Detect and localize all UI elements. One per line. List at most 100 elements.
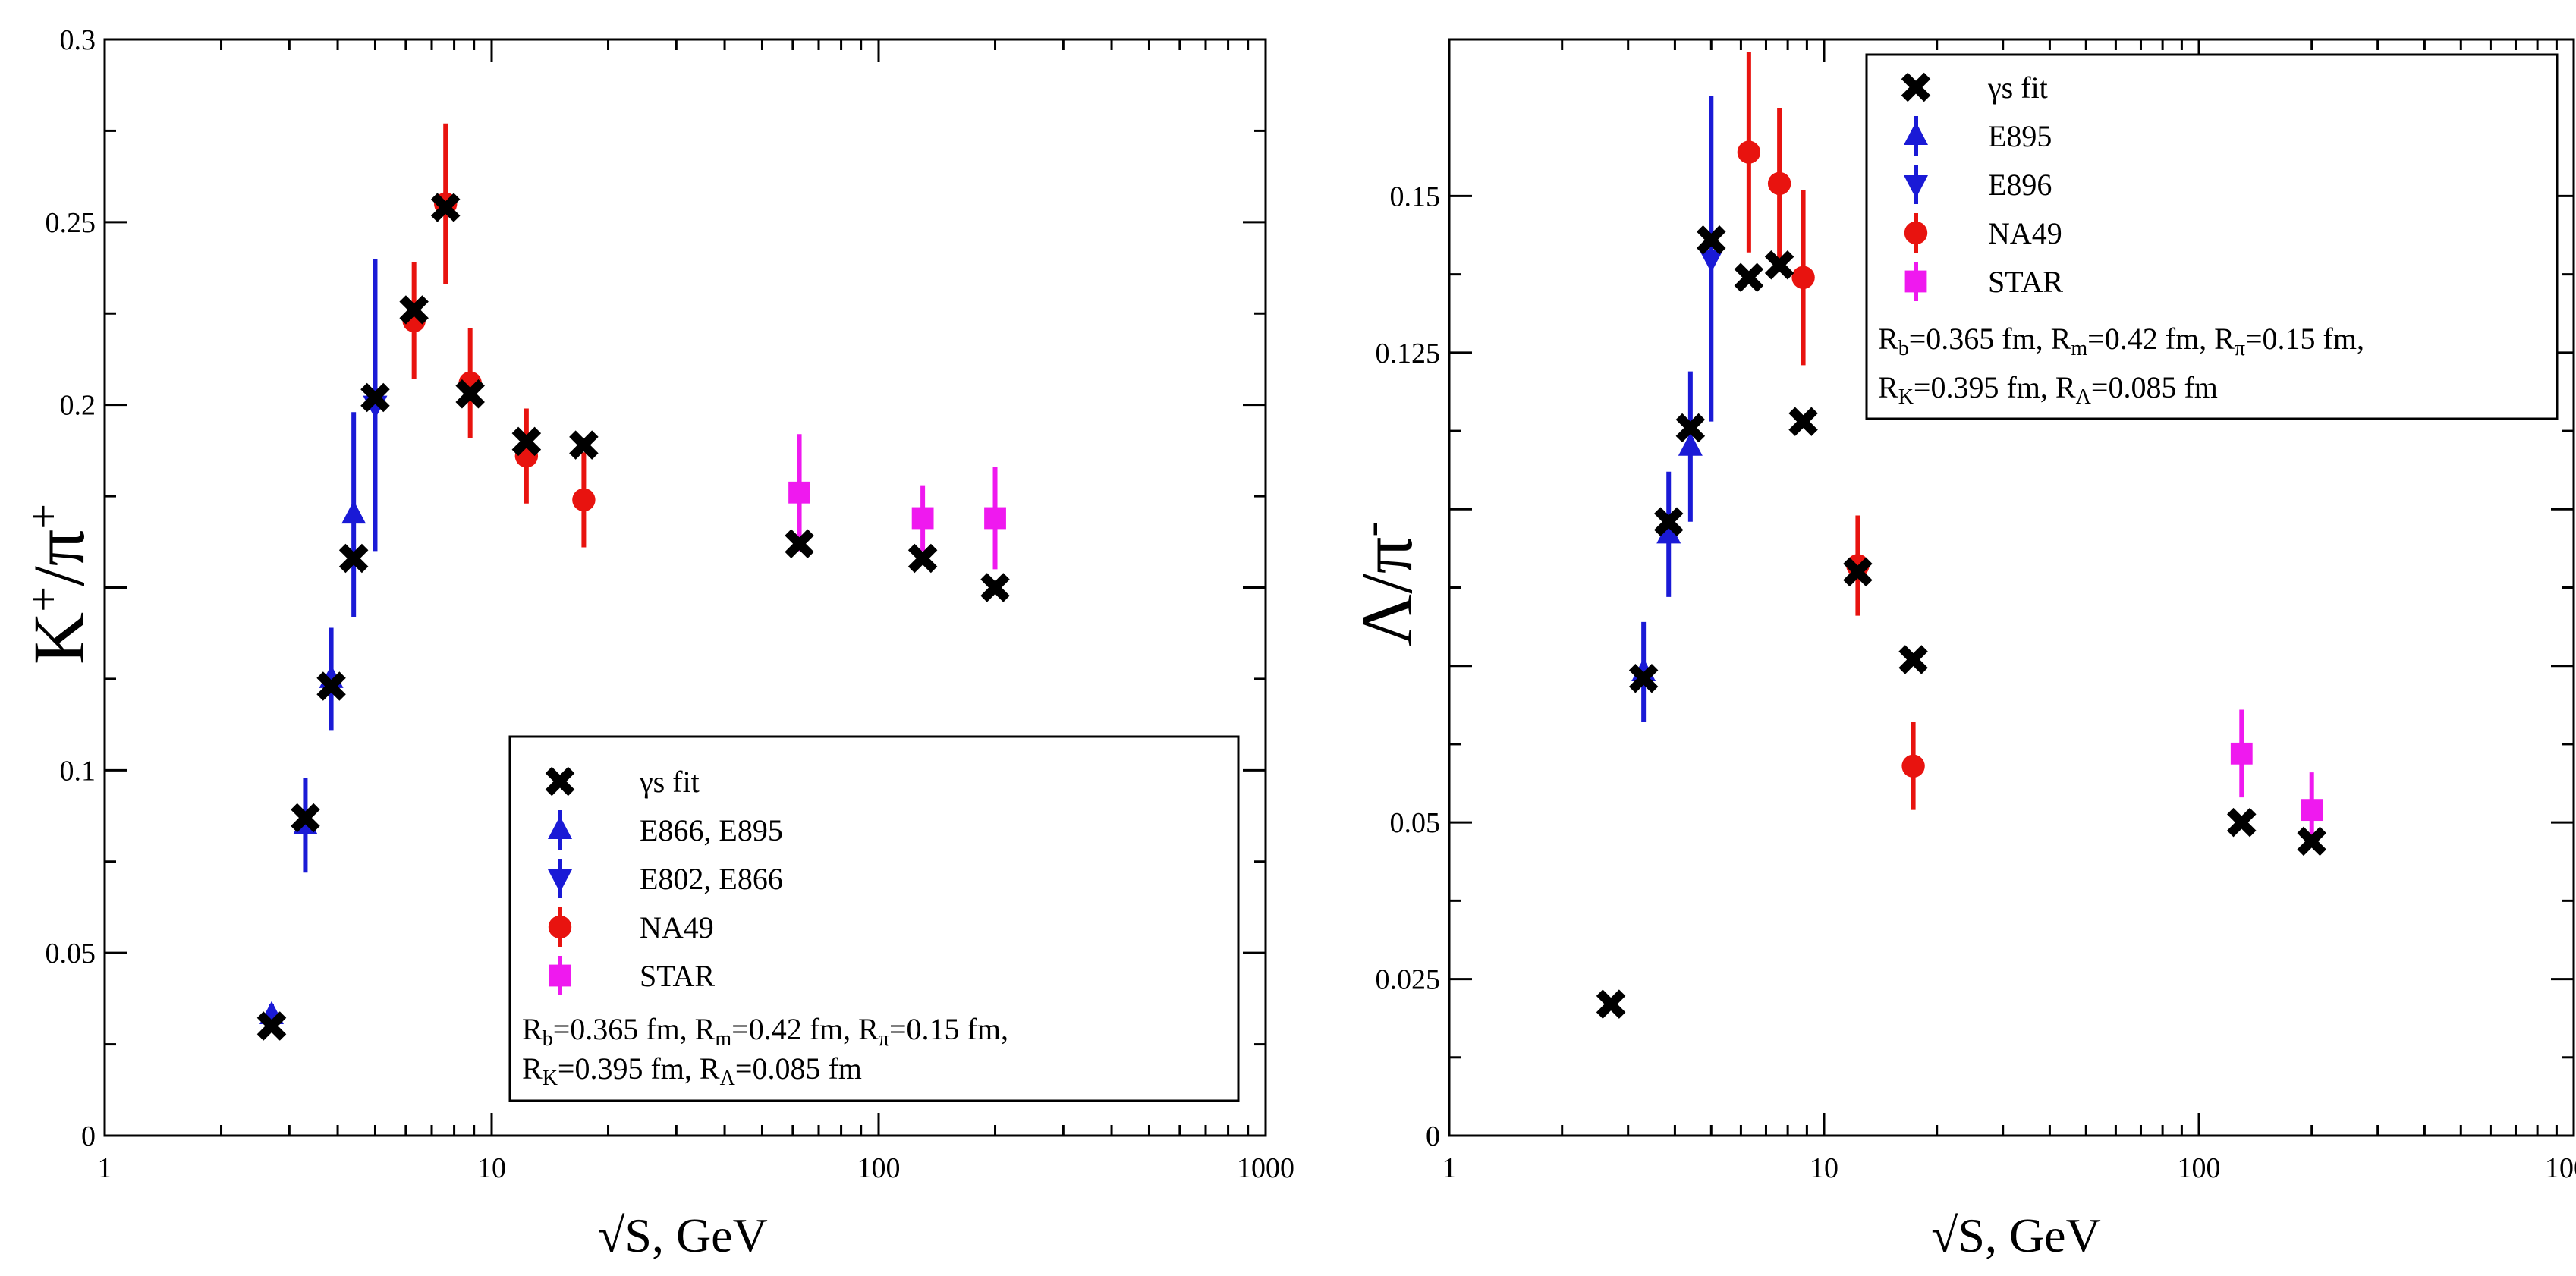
annotation-segment: =0.395 fm, R <box>558 1051 720 1086</box>
data-point-triangle-up <box>1678 432 1703 456</box>
x-tick-label: 100 <box>2178 1152 2221 1184</box>
data-point-circle <box>1767 171 1791 196</box>
data-point-x <box>430 193 461 222</box>
lambda-pion-ratio-panel: 1 10 100 1000 0 0.025 0.05 0.125 0.15 √S, GeV Λ/π-… <box>1346 38 2576 1262</box>
x-tick-label: 10 <box>1810 1152 1838 1184</box>
data-point-x <box>1596 989 1626 1019</box>
annotation-segment: R <box>1878 370 1898 404</box>
legend-marker-x <box>1901 72 1931 102</box>
y-axis-label-part: K <box>18 612 99 665</box>
legend-entry-label: γs fit <box>639 765 700 799</box>
x-tick-label: 100 <box>857 1152 901 1184</box>
annotation-segment: =0.15 fm, <box>889 1012 1008 1046</box>
annotation-segment: m <box>2071 337 2087 360</box>
parameter-annotation: RK=0.395 fm, RΛ=0.085 fm <box>522 1051 862 1090</box>
annotation-segment: b <box>543 1027 553 1051</box>
y-tick-label: 0.05 <box>1390 807 1441 839</box>
y-axis-label-part: + <box>18 504 68 530</box>
legend-entry-label: STAR <box>1988 265 2063 299</box>
data-point-x <box>1628 663 1659 693</box>
annotation-segment: =0.085 fm <box>2091 370 2218 404</box>
y-axis-label-part: - <box>1346 522 1396 537</box>
legend-marker-triangle-down <box>548 869 572 893</box>
parameter-annotation: Rb=0.365 fm, Rm=0.42 fm, Rπ=0.15 fm, <box>522 1012 1008 1051</box>
data-point-square <box>2230 742 2253 765</box>
legend-entry-label: E896 <box>1988 168 2052 202</box>
y-tick-label: 0.025 <box>1376 964 1441 996</box>
data-point-x <box>1788 407 1818 436</box>
data-point-square <box>2301 799 2323 822</box>
annotation-segment: R <box>522 1012 543 1046</box>
legend-marker-square <box>549 964 571 987</box>
data-point-x <box>1697 225 1726 255</box>
x-tick-label: 1000 <box>2545 1152 2576 1184</box>
data-point-x <box>1653 507 1684 537</box>
data-point-x <box>1843 557 1873 587</box>
annotation-segment: Λ <box>720 1067 736 1090</box>
data-point-x <box>785 529 814 558</box>
x-axis-label: √S, GeV <box>598 1208 768 1262</box>
annotation-segment: π <box>879 1027 889 1051</box>
annotation-segment: b <box>1898 337 1909 360</box>
annotation-segment: =0.42 fm, R <box>731 1012 879 1046</box>
legend-entry-label: NA49 <box>1988 216 2062 250</box>
y-tick-label: 0 <box>81 1120 96 1152</box>
legend-entry-label: E802, E866 <box>640 862 783 896</box>
y-tick-label: 0.125 <box>1376 338 1441 369</box>
x-tick-label: 1 <box>98 1152 112 1184</box>
x-tick-label: 1000 <box>1237 1152 1294 1184</box>
y-tick-label: 0.25 <box>46 207 96 239</box>
legend-box <box>508 735 1240 1102</box>
y-axis-label-part: + <box>18 586 68 612</box>
annotation-segment: Λ <box>2076 385 2092 409</box>
data-point-x <box>455 379 485 409</box>
data-point-x <box>338 543 369 574</box>
data-point-circle <box>1791 266 1815 289</box>
y-axis-label-part: /π <box>18 530 99 586</box>
data-point-triangle-up <box>341 500 366 524</box>
annotation-segment: =0.085 fm <box>735 1051 862 1086</box>
legend-marker-triangle-down <box>1904 175 1928 199</box>
annotation-segment: R <box>1878 322 1898 356</box>
x-axis-label: √S, GeV <box>1931 1208 2101 1262</box>
legend-marker-triangle-up <box>548 816 572 839</box>
annotation-segment: R <box>522 1051 543 1086</box>
annotation-segment: K <box>1898 385 1914 409</box>
annotation-segment: =0.15 fm, <box>2245 322 2364 356</box>
data-point-circle <box>572 488 596 512</box>
x-tick-label: 1 <box>1442 1152 1457 1184</box>
y-tick-label: 0.2 <box>60 390 96 422</box>
legend-entry-label: E866, E895 <box>640 813 783 847</box>
annotation-segment: =0.42 fm, R <box>2087 322 2235 356</box>
y-axis-label: K+/π+ <box>18 504 99 665</box>
data-point-circle <box>1737 140 1761 164</box>
y-tick-label: 0.15 <box>1390 181 1441 212</box>
legend-marker-circle <box>1904 221 1928 245</box>
data-point-square <box>788 481 810 504</box>
data-point-x <box>2297 826 2326 856</box>
data-point-x <box>2227 807 2257 838</box>
data-point-x <box>1764 250 1794 280</box>
data-point-x <box>360 382 390 413</box>
annotation-segment: π <box>2235 337 2245 360</box>
y-axis-label-part: Λ/π <box>1346 537 1427 647</box>
y-axis-label: Λ/π- <box>1346 522 1427 647</box>
data-point-triangle-up <box>1656 520 1681 544</box>
data-point-triangle-down <box>1699 250 1724 273</box>
annotation-segment: =0.365 fm, R <box>1909 322 2071 356</box>
data-point-square <box>984 507 1006 530</box>
annotation-segment: =0.365 fm, R <box>553 1012 716 1046</box>
parameter-annotation: Rb=0.365 fm, Rm=0.42 fm, Rπ=0.15 fm, <box>1878 322 2364 360</box>
legend-entry-label: STAR <box>640 959 715 993</box>
legend-entry-label: NA49 <box>640 910 714 944</box>
y-tick-label: 0.05 <box>46 938 96 970</box>
annotation-segment: m <box>715 1027 731 1051</box>
data-point-x <box>569 430 599 460</box>
data-point-x <box>256 1011 287 1041</box>
data-point-circle <box>1901 754 1925 778</box>
data-point-x <box>1898 645 1928 674</box>
annotation-segment: =0.395 fm, R <box>1914 370 2076 404</box>
data-point-x <box>1734 262 1764 293</box>
